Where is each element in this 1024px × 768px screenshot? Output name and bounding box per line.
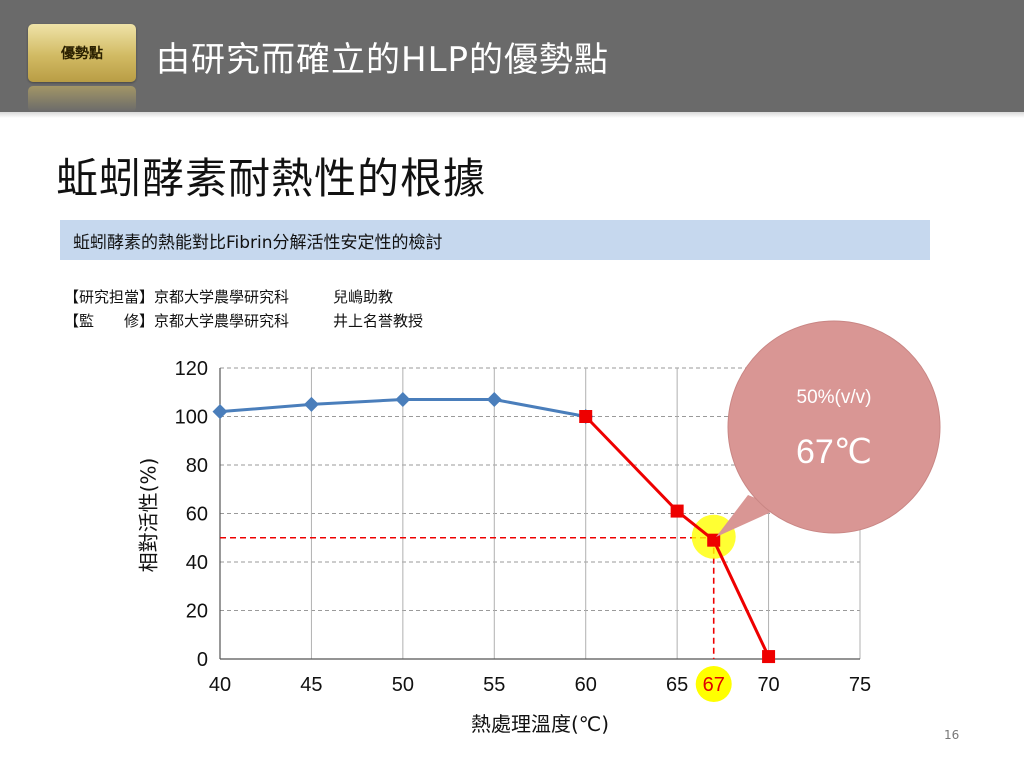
credit-role: 【研究担當】 bbox=[64, 288, 155, 306]
x-tick-label: 70 bbox=[757, 674, 779, 696]
y-tick-label: 120 bbox=[175, 358, 208, 380]
x-tick-label: 65 bbox=[666, 674, 688, 696]
x-tick-label: 75 bbox=[849, 674, 871, 696]
data-point-diamond bbox=[303, 396, 319, 412]
callout-circle bbox=[727, 320, 941, 534]
y-tick-label: 40 bbox=[186, 552, 208, 574]
series-line-2 bbox=[584, 415, 770, 658]
highlight-tick-label: 67 bbox=[703, 674, 725, 696]
y-tick-label: 20 bbox=[186, 601, 208, 623]
y-axis-label: 相對活性(%) bbox=[137, 458, 161, 573]
series bbox=[212, 392, 776, 664]
credit-line-research: 【研究担當】京都大学農學研究科 兒嶋助教 bbox=[64, 286, 393, 307]
data-point-square bbox=[579, 410, 593, 423]
x-tick-label: 60 bbox=[575, 674, 597, 696]
x-tick-label: 45 bbox=[300, 674, 322, 696]
callout-temperature: 67℃ bbox=[796, 433, 872, 471]
x-axis-label: 熱處理溫度(℃) bbox=[471, 712, 609, 736]
data-point-square bbox=[762, 650, 776, 664]
header-bar bbox=[0, 0, 1024, 112]
slide-title: 由研究而確立的HLP的優勢點 bbox=[156, 40, 610, 80]
callout-concentration: 50%(v/v) bbox=[797, 387, 872, 408]
y-tick-label: 80 bbox=[186, 455, 208, 477]
reference-lines bbox=[220, 536, 715, 659]
data-point-square bbox=[670, 504, 684, 518]
credit-person: 兒嶋助教 bbox=[333, 288, 394, 306]
credit-org: 京都大学農學研究科 bbox=[154, 288, 290, 306]
data-point-diamond bbox=[486, 392, 502, 408]
data-point-diamond bbox=[395, 392, 411, 408]
badge-reflection bbox=[28, 86, 136, 112]
x-tick-label: 40 bbox=[209, 674, 231, 696]
data-point-square bbox=[707, 533, 721, 547]
credit-line-supervisor: 【監 修】京都大学農學研究科 井上名誉教授 bbox=[64, 310, 423, 331]
y-tick-label: 60 bbox=[186, 504, 208, 526]
data-point-diamond bbox=[212, 404, 228, 420]
credit-org: 京都大学農學研究科 bbox=[154, 312, 290, 330]
section-badge: 優勢點 bbox=[28, 24, 136, 82]
header-shadow bbox=[0, 112, 1024, 118]
credit-person: 井上名誉教授 bbox=[333, 312, 424, 330]
highlight-tick-marker bbox=[695, 666, 732, 702]
x-tick-label: 55 bbox=[483, 674, 505, 696]
callout-bubble: 50%(v/v) 67℃ bbox=[716, 320, 941, 537]
tick-labels: 0 20 40 60 80 100 120 40 45 50 55 60 65 70 75 67 bbox=[175, 358, 871, 702]
subheading-bar: 蚯蚓酵素的熱能對比Fibrin分解活性安定性的檢討 bbox=[60, 220, 930, 260]
y-tick-label: 100 bbox=[175, 407, 208, 429]
page-number: 16 bbox=[944, 728, 960, 742]
y-tick-label: 0 bbox=[197, 649, 208, 671]
main-heading: 蚯蚓酵素耐熱性的根據 bbox=[56, 154, 487, 203]
x-tick-label: 50 bbox=[392, 674, 414, 696]
credit-role: 【監 修】 bbox=[64, 312, 155, 330]
subheading-text: 蚯蚓酵素的熱能對比Fibrin分解活性安定性的檢討 bbox=[73, 233, 443, 253]
